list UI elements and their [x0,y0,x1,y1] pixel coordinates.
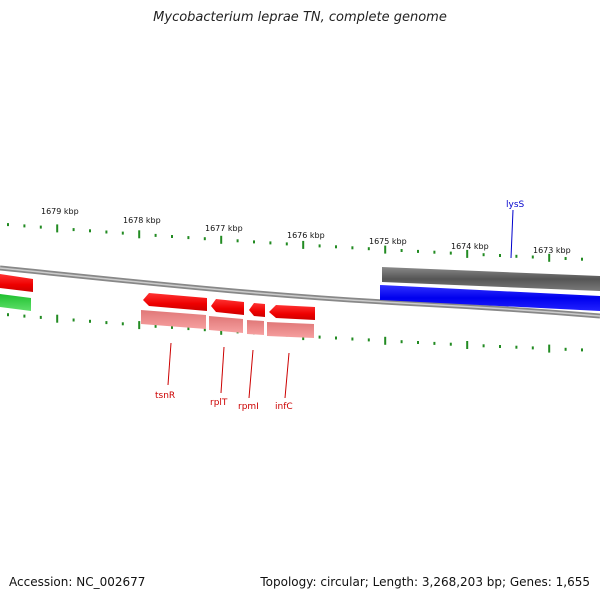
tsnR-label-leader [167,342,172,386]
gene-feature-tsnR[interactable] [143,293,207,311]
gene-feature-lysS-blue[interactable] [380,285,600,311]
gene-label-rpmI[interactable]: rpmI [238,402,259,412]
gene-label-rplT[interactable]: rplT [210,398,228,408]
genome-title: Mycobacterium leprae TN, complete genome [153,10,447,25]
outer-ruler-ticks [7,223,583,262]
ruler-label: 1675 kbp [369,237,407,246]
gene-feature-rpmI-shadow [247,320,264,335]
rpmI-label-leader [248,349,254,399]
accession-text: Accession: NC_002677 [9,575,146,589]
gene-feature-tsnR-shadow [141,310,206,329]
ruler-label: 1677 kbp [205,224,243,233]
gene-feature-rplT[interactable] [211,299,244,315]
gene-label-lysS[interactable]: lysS [506,200,525,210]
ruler-label: 1678 kbp [123,216,161,225]
ruler-label: 1673 kbp [533,246,571,255]
infC-label-leader [284,352,290,399]
gene-feature-left-red[interactable] [0,274,33,292]
ruler-label: 1679 kbp [41,207,79,216]
rplT-label-leader [220,346,225,394]
genome-backbone-highlight [0,267,600,317]
gene-feature-infC[interactable] [269,305,315,320]
ruler-label: 1674 kbp [451,242,489,251]
gene-label-tsnR[interactable]: tsnR [155,391,175,401]
genome-summary-text: Topology: circular; Length: 3,268,203 bp… [260,575,590,589]
gene-feature-infC-shadow [267,322,314,338]
gene-feature-left-green[interactable] [0,294,31,311]
lysS-label-leader [510,209,514,259]
gene-feature-rplT-shadow [209,316,243,333]
gene-feature-rpmI[interactable] [249,303,265,317]
ruler-label: 1676 kbp [287,231,325,240]
inner-ruler-ticks [7,313,583,353]
gene-label-infC[interactable]: infC [275,402,293,412]
gene-feature-lysS-grey[interactable] [382,267,600,291]
